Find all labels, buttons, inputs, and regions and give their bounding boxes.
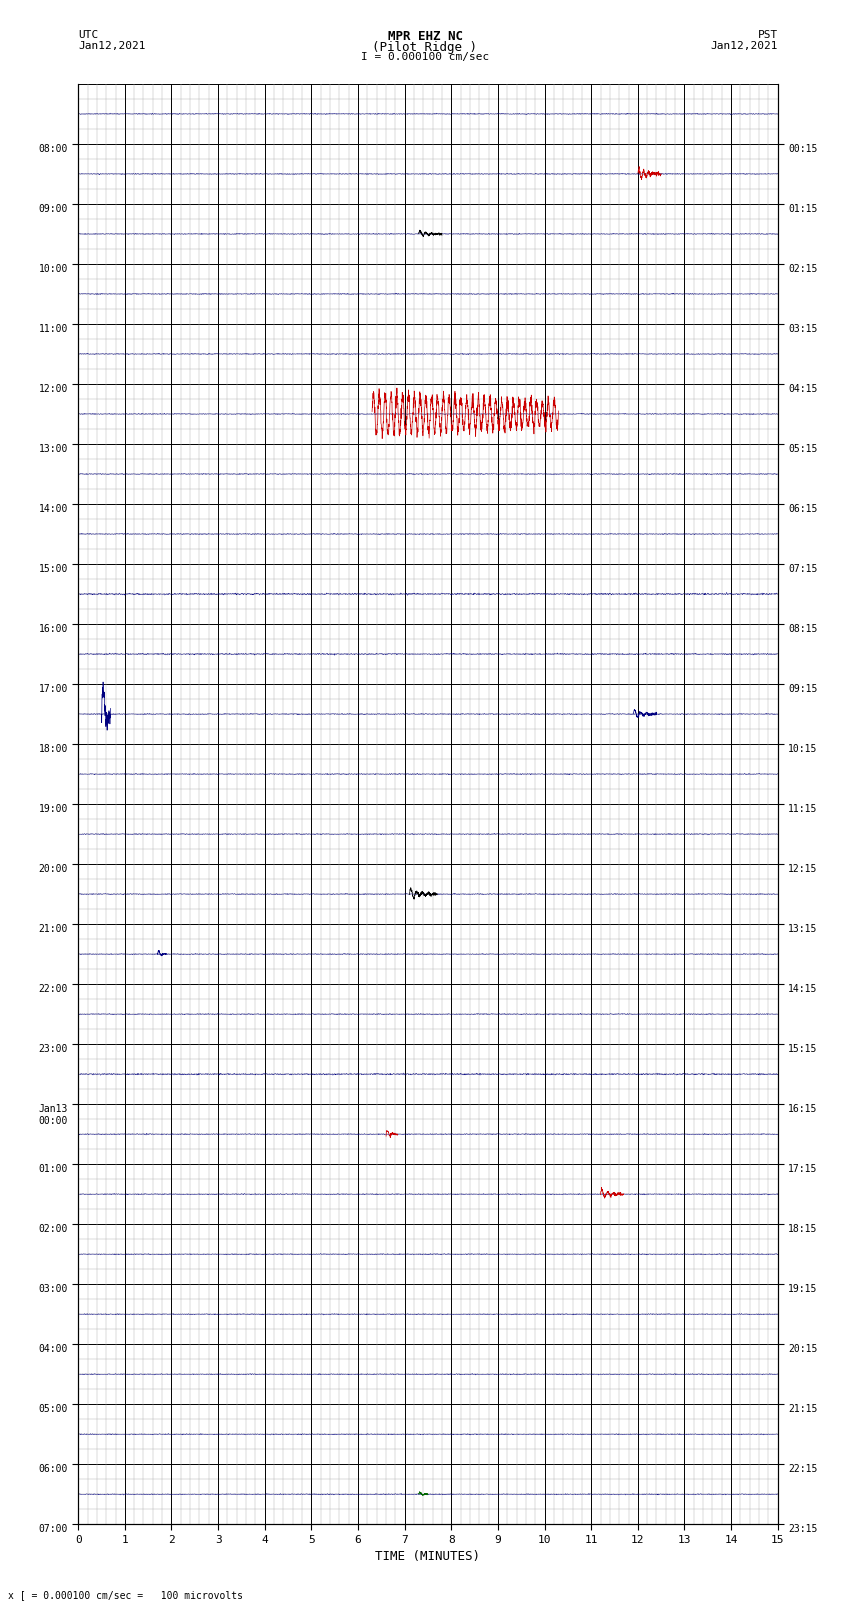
- Text: PST: PST: [757, 31, 778, 40]
- Text: Jan12,2021: Jan12,2021: [78, 40, 145, 52]
- X-axis label: TIME (MINUTES): TIME (MINUTES): [376, 1550, 480, 1563]
- Text: x [ = 0.000100 cm/sec =   100 microvolts: x [ = 0.000100 cm/sec = 100 microvolts: [8, 1590, 243, 1600]
- Text: Jan12,2021: Jan12,2021: [711, 40, 778, 52]
- Text: I = 0.000100 cm/sec: I = 0.000100 cm/sec: [361, 52, 489, 63]
- Text: MPR EHZ NC: MPR EHZ NC: [388, 31, 462, 44]
- Text: (Pilot Ridge ): (Pilot Ridge ): [372, 40, 478, 55]
- Text: UTC: UTC: [78, 31, 99, 40]
